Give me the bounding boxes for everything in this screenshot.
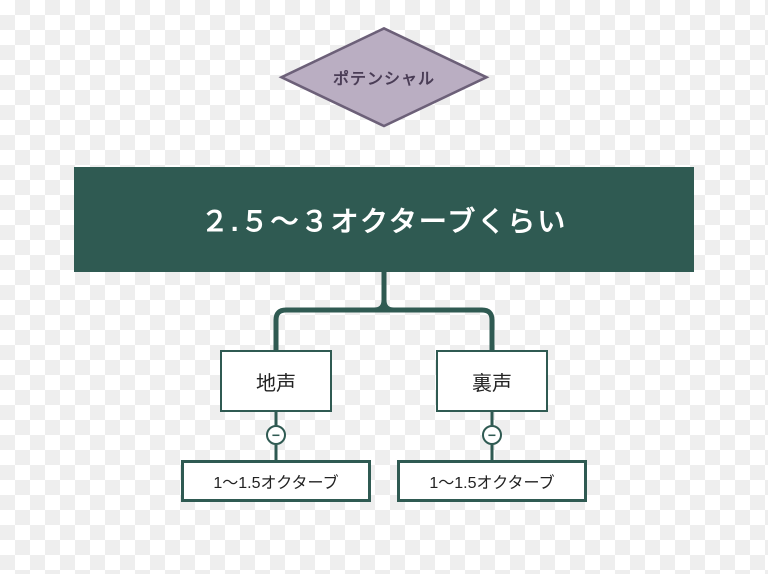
sub-box-falsetto: 裏声 [436, 350, 548, 412]
leaf-left-label: 1〜1.5オクターブ [213, 469, 338, 493]
minus-icon: − [488, 428, 496, 442]
main-range-label: ２.５〜３オクターブくらい [201, 200, 567, 240]
minus-badge-left: − [266, 425, 286, 445]
diamond-label: ポテンシャル [333, 65, 435, 89]
leaf-box-right: 1〜1.5オクターブ [397, 460, 587, 502]
main-range-box: ２.５〜３オクターブくらい [74, 167, 694, 272]
minus-icon: − [272, 428, 280, 442]
leaf-right-label: 1〜1.5オクターブ [429, 469, 554, 493]
sub-left-label: 地声 [256, 367, 296, 396]
sub-right-label: 裏声 [472, 367, 512, 396]
minus-badge-right: − [482, 425, 502, 445]
leaf-box-left: 1〜1.5オクターブ [181, 460, 371, 502]
diagram-stage: ポテンシャル ２.５〜３オクターブくらい 地声 裏声 − − 1〜1.5オクター… [0, 0, 768, 574]
sub-box-chest-voice: 地声 [220, 350, 332, 412]
